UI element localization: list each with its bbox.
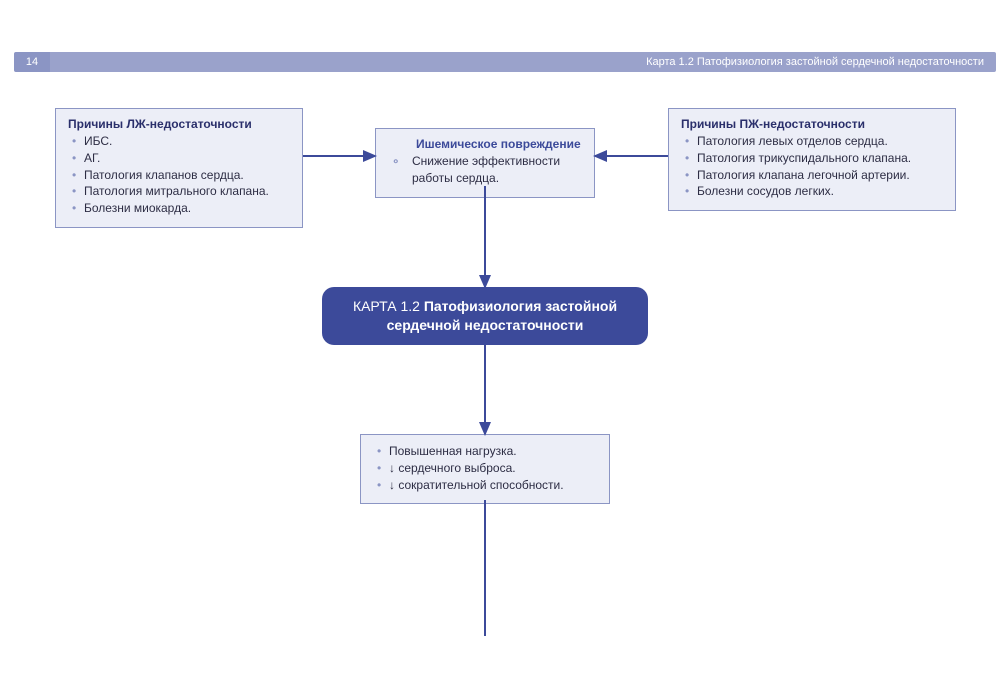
ischemic-title: Ишемическое повреждение	[388, 137, 582, 151]
list-item: ИБС.	[70, 133, 290, 150]
left-causes-title: Причины ЛЖ-недостаточности	[68, 117, 290, 131]
list-item: Патология клапанов сердца.	[70, 167, 290, 184]
page-root: 14 Карта 1.2 Патофизиология застойной се…	[0, 0, 1000, 682]
ischemic-box: Ишемическое повреждение Снижение эффекти…	[375, 128, 595, 198]
list-item: Снижение эффективности работы сердца.	[390, 153, 582, 187]
ischemic-list: Снижение эффективности работы сердца.	[388, 153, 582, 187]
left-causes-list: ИБС. АГ. Патология клапанов сердца. Пато…	[68, 133, 290, 217]
list-item: ↓ сердечного выброса.	[375, 460, 597, 477]
effects-list: Повышенная нагрузка. ↓ сердечного выброс…	[373, 443, 597, 493]
right-causes-title: Причины ПЖ-недостаточности	[681, 117, 943, 131]
page-header: 14 Карта 1.2 Патофизиология застойной се…	[14, 52, 996, 72]
list-item: Патология митрального клапана.	[70, 183, 290, 200]
left-causes-box: Причины ЛЖ-недостаточности ИБС. АГ. Пато…	[55, 108, 303, 228]
list-item: ↓ сократительной способности.	[375, 477, 597, 494]
page-number: 14	[14, 52, 50, 72]
list-item: Повышенная нагрузка.	[375, 443, 597, 460]
header-spacer	[50, 52, 634, 72]
right-causes-list: Патология левых отделов сердца. Патологи…	[681, 133, 943, 200]
list-item: Болезни миокарда.	[70, 200, 290, 217]
chart-title-pill: КАРТА 1.2 Патофизиология застойной серде…	[322, 287, 648, 345]
effects-box: Повышенная нагрузка. ↓ сердечного выброс…	[360, 434, 610, 504]
list-item: АГ.	[70, 150, 290, 167]
header-title: Карта 1.2 Патофизиология застойной серде…	[634, 52, 996, 72]
list-item: Патология левых отделов сердца.	[683, 133, 943, 150]
chart-title-prefix: КАРТА 1.2	[353, 298, 424, 314]
list-item: Патология клапана легочной артерии.	[683, 167, 943, 184]
list-item: Патология трикуспидального клапана.	[683, 150, 943, 167]
list-item: Болезни сосудов легких.	[683, 183, 943, 200]
right-causes-box: Причины ПЖ-недостаточности Патология лев…	[668, 108, 956, 211]
